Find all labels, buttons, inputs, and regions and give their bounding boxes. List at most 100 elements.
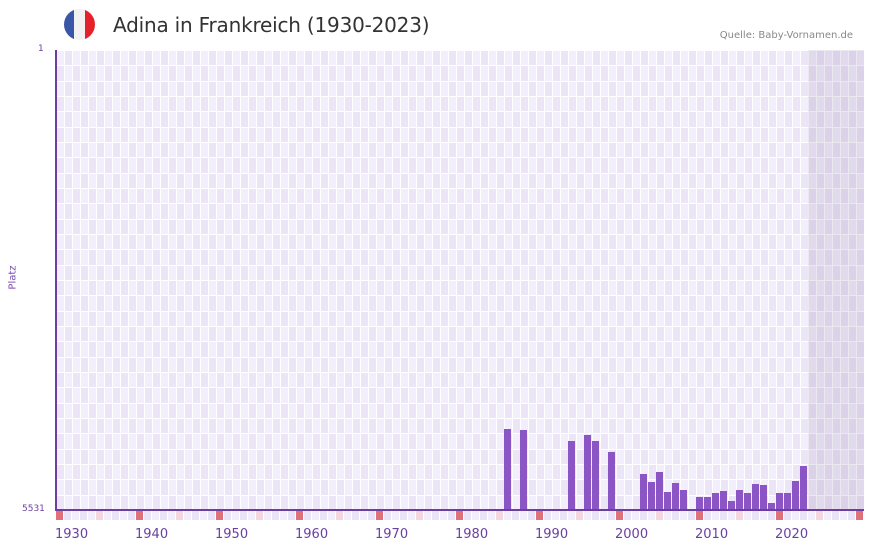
x-tick-label: 1980 [455,527,489,542]
france-flag-icon [64,9,95,40]
year-cell [808,511,815,520]
bar-2023 [800,466,807,510]
year-cell [368,511,375,520]
year-cell [648,511,655,520]
year-cell [848,511,855,520]
year-cell [624,511,631,520]
future-shaded-region [808,50,864,510]
bar-1996 [584,435,591,510]
x-tick-label: 1930 [55,527,89,542]
x-tick-label: 2020 [775,527,809,542]
decade-marker [56,511,63,520]
bar-2015 [736,490,743,510]
x-tick-label: 2000 [615,527,649,542]
year-cell [344,511,351,520]
x-tick-label: 1960 [295,527,329,542]
year-cell [384,511,391,520]
year-cell [792,511,799,520]
year-cell [472,511,479,520]
decade-marker [456,511,463,520]
chart-title: Adina in Frankreich (1930-2023) [113,13,430,37]
bar-2012 [712,493,719,510]
year-marker-strip [56,511,864,520]
year-cell [112,511,119,520]
year-cell [784,511,791,520]
year-cell [584,511,591,520]
year-cell [192,511,199,520]
year-cell [712,511,719,520]
year-cell [512,511,519,520]
half-decade-marker [336,511,343,520]
year-cell [752,511,759,520]
year-cell [640,511,647,520]
flag-red-stripe [84,9,95,40]
decade-marker [216,511,223,520]
year-cell [328,511,335,520]
year-cell [504,511,511,520]
bar-2017 [752,484,759,510]
year-cell [800,511,807,520]
year-cell [440,511,447,520]
bar-2006 [664,492,671,510]
bar-2011 [704,497,711,510]
y-axis-top-label: 1 [38,44,44,54]
grid-background [56,50,864,510]
year-cell [632,511,639,520]
flag-white-stripe [74,9,85,40]
x-tick-label: 1940 [135,527,169,542]
year-cell [608,511,615,520]
bar-2010 [696,497,703,510]
year-cell [680,511,687,520]
bar-2020 [776,493,783,510]
bar-2008 [680,490,687,510]
year-cell [360,511,367,520]
year-cell [304,511,311,520]
year-cell [408,511,415,520]
plot-area [56,50,864,510]
year-cell [560,511,567,520]
x-axis-line [55,509,864,511]
bar-1988 [520,430,527,510]
half-decade-marker [576,511,583,520]
year-cell [464,511,471,520]
year-cell [568,511,575,520]
bar-2007 [672,483,679,510]
year-cell [80,511,87,520]
year-cell [232,511,239,520]
bar-2013 [720,491,727,510]
bar-2005 [656,472,663,510]
decade-marker [296,511,303,520]
year-cell [768,511,775,520]
decade-marker [536,511,543,520]
year-cell [224,511,231,520]
year-cell [64,511,71,520]
year-cell [272,511,279,520]
bar-2014 [728,501,735,510]
year-cell [592,511,599,520]
year-cell [152,511,159,520]
decade-marker [616,511,623,520]
year-cell [264,511,271,520]
year-cell [528,511,535,520]
year-cell [72,511,79,520]
y-axis-bottom-label: 5531 [22,504,45,514]
decade-marker [696,511,703,520]
year-cell [760,511,767,520]
x-tick-label: 2010 [695,527,729,542]
year-cell [200,511,207,520]
year-cell [88,511,95,520]
year-cell [720,511,727,520]
decade-marker [776,511,783,520]
bar-2022 [792,481,799,510]
year-cell [240,511,247,520]
year-cell [352,511,359,520]
year-cell [160,511,167,520]
decade-marker [136,511,143,520]
flag-blue-stripe [64,9,75,40]
decade-marker [856,511,863,520]
year-cell [144,511,151,520]
year-cell [480,511,487,520]
year-cell [672,511,679,520]
bar-2004 [648,482,655,510]
year-cell [208,511,215,520]
